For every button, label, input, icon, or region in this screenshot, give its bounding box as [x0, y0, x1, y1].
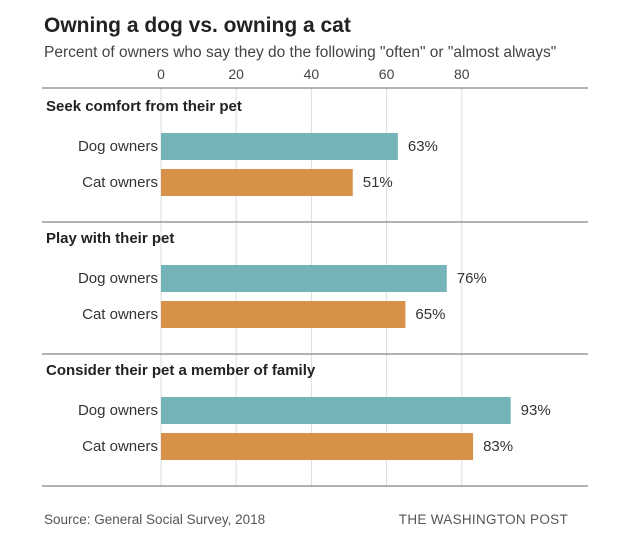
bar-cat-owners [161, 433, 474, 460]
chart-title: Owning a dog vs. owning a cat [44, 14, 351, 37]
chart-subtitle: Percent of owners who say they do the fo… [44, 44, 557, 61]
bar-dog-owners [161, 133, 398, 160]
bar-dog-owners [161, 397, 511, 424]
bar-dog-owners [161, 265, 447, 292]
tick-label: 40 [303, 66, 320, 82]
tick-label: 80 [454, 66, 470, 82]
data-label: 76% [456, 270, 487, 287]
category-label: Cat owners [82, 306, 158, 323]
category-label: Dog owners [77, 138, 158, 155]
group-label: Consider their pet a member of family [46, 362, 316, 379]
category-label: Cat owners [82, 174, 158, 191]
tick-label: 0 [157, 66, 165, 82]
data-label: 83% [483, 438, 514, 455]
group-label: Seek comfort from their pet [46, 98, 242, 115]
group-label: Play with their pet [46, 230, 175, 247]
tick-label: 60 [378, 66, 395, 82]
credit: THE WASHINGTON POST [398, 512, 568, 527]
category-label: Cat owners [82, 438, 158, 455]
category-label: Dog owners [77, 270, 158, 287]
data-label: 51% [362, 174, 393, 191]
bar-cat-owners [161, 301, 406, 328]
bar-cat-owners [161, 169, 353, 196]
data-label: 63% [407, 138, 438, 155]
data-label: 93% [520, 402, 551, 419]
tick-label: 20 [228, 66, 244, 82]
source-note: Source: General Social Survey, 2018 [44, 512, 266, 527]
category-label: Dog owners [77, 402, 158, 419]
data-label: 65% [415, 306, 446, 323]
